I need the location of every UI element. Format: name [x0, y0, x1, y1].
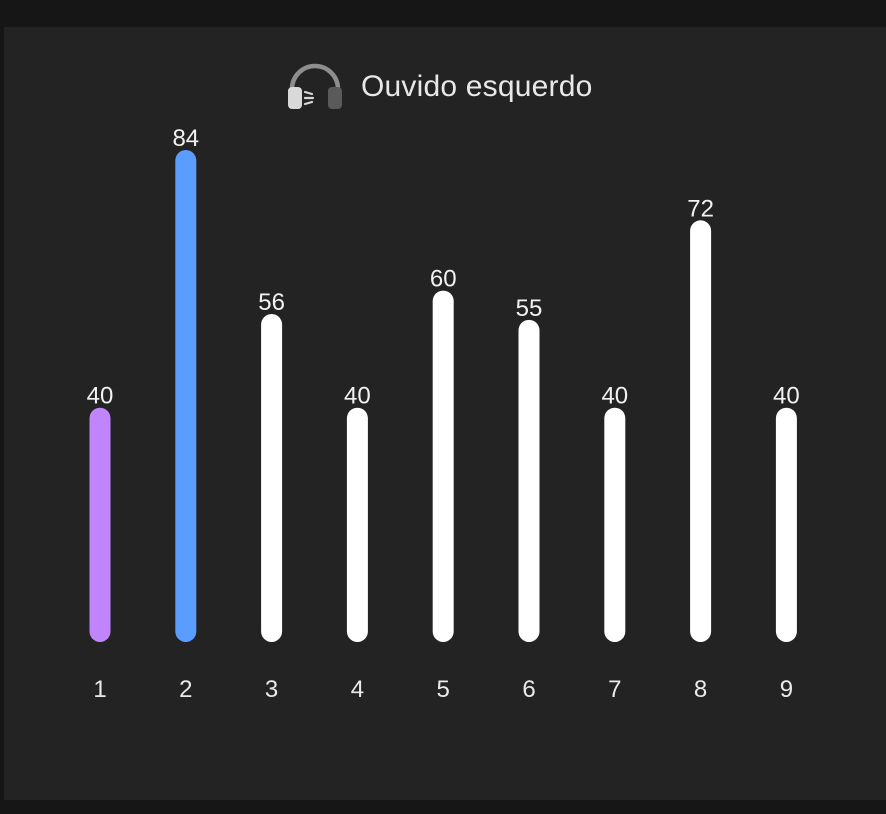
value-label-3: 56 [258, 289, 285, 316]
category-label-5: 5 [437, 676, 450, 703]
value-label-2: 84 [172, 125, 199, 152]
value-label-8: 72 [687, 195, 714, 222]
category-label-2: 2 [179, 676, 192, 703]
chart-header: Ouvido esquerdo [286, 61, 593, 113]
category-label-4: 4 [351, 676, 364, 703]
bar-6 [518, 319, 540, 642]
category-label-3: 3 [265, 676, 278, 703]
bar-8 [690, 220, 712, 643]
value-label-7: 40 [601, 383, 628, 410]
bar-3 [261, 314, 283, 642]
value-label-6: 55 [516, 295, 543, 322]
bar-7 [604, 407, 626, 642]
bar-9 [775, 407, 797, 642]
headphones-icon [288, 63, 342, 109]
value-label-9: 40 [773, 383, 800, 410]
bar-1 [89, 407, 111, 642]
bar-4 [346, 407, 368, 642]
bar-5 [432, 290, 454, 642]
chart-title: Ouvido esquerdo [361, 70, 593, 103]
value-label-5: 60 [430, 266, 457, 293]
value-label-1: 40 [87, 383, 114, 410]
bar-2 [175, 150, 197, 642]
category-label-6: 6 [522, 676, 535, 703]
category-label-9: 9 [780, 676, 793, 703]
category-label-8: 8 [694, 676, 707, 703]
category-label-7: 7 [608, 676, 621, 703]
category-label-1: 1 [93, 676, 106, 703]
value-label-4: 40 [344, 383, 371, 410]
